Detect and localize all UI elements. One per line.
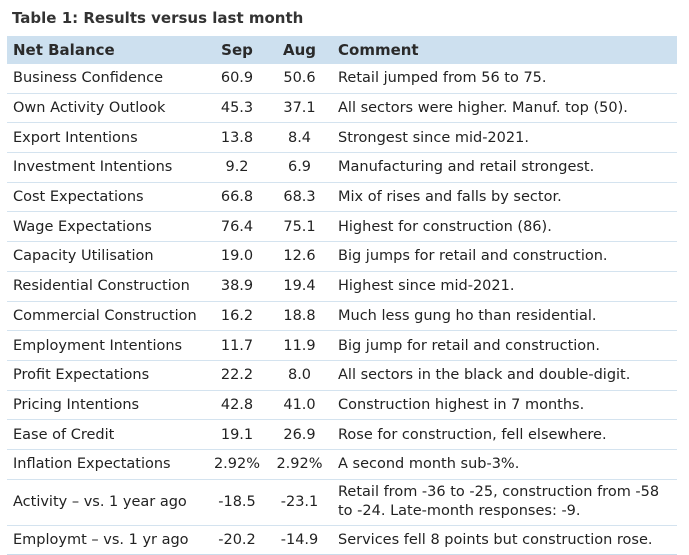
comment-text: Construction highest in 7 months. [332, 390, 677, 421]
aug-value: 11.9 [267, 330, 332, 361]
comment-text: Retail jumped from 56 to 75. [332, 64, 677, 94]
aug-value: 8.0 [267, 360, 332, 391]
sep-value: 66.8 [207, 182, 267, 213]
row-label: Profit Expectations [7, 360, 207, 391]
sep-value: -20.2 [207, 525, 267, 555]
sep-value: 19.1 [207, 419, 267, 450]
sep-value: 16.2 [207, 301, 267, 332]
sep-value: 60.9 [207, 64, 267, 94]
aug-value: 8.4 [267, 122, 332, 154]
table-row: Investment Intentions 9.2 6.9 Manufactur… [7, 152, 677, 183]
table-row: Inflation Expectations 2.92% 2.92% A sec… [7, 449, 677, 480]
row-label: Export Intentions [7, 122, 207, 154]
aug-value: 26.9 [267, 419, 332, 450]
comment-text: Mix of rises and falls by sector. [332, 182, 677, 213]
sep-value: 11.7 [207, 330, 267, 361]
table-row: Wage Expectations 76.4 75.1 Highest for … [7, 211, 677, 243]
row-label: Investment Intentions [7, 152, 207, 183]
sep-value: 45.3 [207, 93, 267, 124]
row-label: Commercial Construction [7, 301, 207, 332]
table-row: Cost Expectations 66.8 68.3 Mix of rises… [7, 182, 677, 213]
aug-value: 6.9 [267, 152, 332, 183]
row-label: Pricing Intentions [7, 390, 207, 421]
aug-value: 68.3 [267, 182, 332, 213]
aug-value: 50.6 [267, 64, 332, 94]
results-table: Net Balance Sep Aug Comment Business Con… [7, 36, 677, 555]
row-label: Activity – vs. 1 year ago [7, 479, 207, 526]
comment-text: Big jumps for retail and construction. [332, 241, 677, 272]
results-document: Table 1: Results versus last month Net B… [7, 9, 677, 555]
table-row: Own Activity Outlook 45.3 37.1 All secto… [7, 93, 677, 124]
table-row: Pricing Intentions 42.8 41.0 Constructio… [7, 390, 677, 421]
table-row: Residential Construction 38.9 19.4 Highe… [7, 271, 677, 302]
sep-value: -18.5 [207, 479, 267, 526]
comment-text: All sectors were higher. Manuf. top (50)… [332, 93, 677, 124]
aug-value: -23.1 [267, 479, 332, 526]
aug-value: 37.1 [267, 93, 332, 124]
comment-text: Strongest since mid-2021. [332, 122, 677, 154]
aug-value: 12.6 [267, 241, 332, 272]
comment-text: Much less gung ho than residential. [332, 301, 677, 332]
row-label: Employment Intentions [7, 330, 207, 361]
row-label: Inflation Expectations [7, 449, 207, 480]
table-row: Business Confidence 60.9 50.6 Retail jum… [7, 64, 677, 94]
row-label: Employmt – vs. 1 yr ago [7, 525, 207, 555]
sep-value: 9.2 [207, 152, 267, 183]
row-label: Cost Expectations [7, 182, 207, 213]
comment-text: Highest since mid-2021. [332, 271, 677, 302]
header-sep: Sep [221, 41, 253, 59]
table-row: Capacity Utilisation 19.0 12.6 Big jumps… [7, 241, 677, 272]
table-title: Table 1: Results versus last month [12, 9, 304, 27]
row-label: Own Activity Outlook [7, 93, 207, 124]
sep-value: 42.8 [207, 390, 267, 421]
row-label: Ease of Credit [7, 419, 207, 450]
table-row: Commercial Construction 16.2 18.8 Much l… [7, 301, 677, 332]
table-row: Employmt – vs. 1 yr ago -20.2 -14.9 Serv… [7, 525, 677, 555]
comment-text: Highest for construction (86). [332, 211, 677, 243]
row-label: Wage Expectations [7, 211, 207, 243]
comment-text: Retail from -36 to -25, construction fro… [332, 479, 677, 526]
header-net-balance: Net Balance [13, 41, 115, 59]
aug-value: 19.4 [267, 271, 332, 302]
aug-value: 41.0 [267, 390, 332, 421]
sep-value: 22.2 [207, 360, 267, 391]
row-label: Residential Construction [7, 271, 207, 302]
table-header-row: Net Balance Sep Aug Comment [7, 36, 677, 64]
table-row: Activity – vs. 1 year ago -18.5 -23.1 Re… [7, 479, 677, 526]
sep-value: 19.0 [207, 241, 267, 272]
table-row: Profit Expectations 22.2 8.0 All sectors… [7, 360, 677, 391]
header-aug: Aug [282, 41, 317, 59]
row-label: Capacity Utilisation [7, 241, 207, 272]
comment-text: Big jump for retail and construction. [332, 330, 677, 361]
table-row: Employment Intentions 11.7 11.9 Big jump… [7, 330, 677, 361]
comment-text: A second month sub-3%. [332, 449, 677, 480]
aug-value: 2.92% [267, 449, 332, 480]
sep-value: 2.92% [207, 449, 267, 480]
comment-text: All sectors in the black and double-digi… [332, 360, 677, 391]
table-row: Export Intentions 13.8 8.4 Strongest sin… [7, 122, 677, 154]
comment-text: Services fell 8 points but construction … [332, 525, 677, 555]
comment-text: Manufacturing and retail strongest. [332, 152, 677, 183]
comment-text: Rose for construction, fell elsewhere. [332, 419, 677, 450]
row-label: Business Confidence [7, 64, 207, 94]
sep-value: 76.4 [207, 211, 267, 243]
aug-value: 75.1 [267, 211, 332, 243]
table-row: Ease of Credit 19.1 26.9 Rose for constr… [7, 419, 677, 450]
aug-value: 18.8 [267, 301, 332, 332]
header-comment: Comment [338, 41, 419, 59]
sep-value: 13.8 [207, 122, 267, 154]
aug-value: -14.9 [267, 525, 332, 555]
sep-value: 38.9 [207, 271, 267, 302]
